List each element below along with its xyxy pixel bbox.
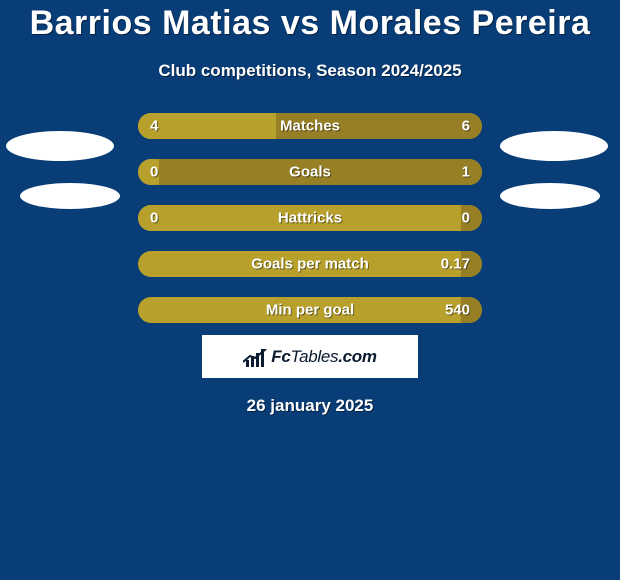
right-ellipse-big [500,131,608,161]
stats-chart: Matches 4 6 Goals 0 1 Hattricks 0 0 Goals per mat… [0,113,620,323]
stat-row: Goals 0 1 [138,159,482,185]
stat-row: Hattricks 0 0 [138,205,482,231]
page-title: Barrios Matias vs Morales Pereira [30,4,591,43]
subtitle: Club competitions, Season 2024/2025 [158,61,461,81]
stat-value-left: 0 [150,164,158,181]
date-label: 26 january 2025 [247,396,374,416]
stat-value-right: 0 [462,210,470,227]
stat-label: Matches [280,118,340,135]
stat-label: Goals per match [251,256,369,273]
right-ellipse-small [500,183,600,209]
stat-value-right: 1 [462,164,470,181]
left-ellipse-small [20,183,120,209]
stat-row: Matches 4 6 [138,113,482,139]
stat-value-right: 540 [445,302,470,319]
fctables-logo: FcTables.com [202,335,418,378]
stat-label: Hattricks [278,210,342,227]
stat-value-right: 6 [462,118,470,135]
stat-value-left: 4 [150,118,158,135]
stat-label: Min per goal [266,302,354,319]
stat-row: Min per goal 540 [138,297,482,323]
left-ellipse-big [6,131,114,161]
stat-value-left: 0 [150,210,158,227]
stat-value-right: 0.17 [441,256,470,273]
stat-row: Goals per match 0.17 [138,251,482,277]
stat-bar-left [138,113,276,139]
stat-label: Goals [289,164,331,181]
bar-chart-icon [243,345,267,369]
logo-text: FcTables.com [271,347,376,367]
